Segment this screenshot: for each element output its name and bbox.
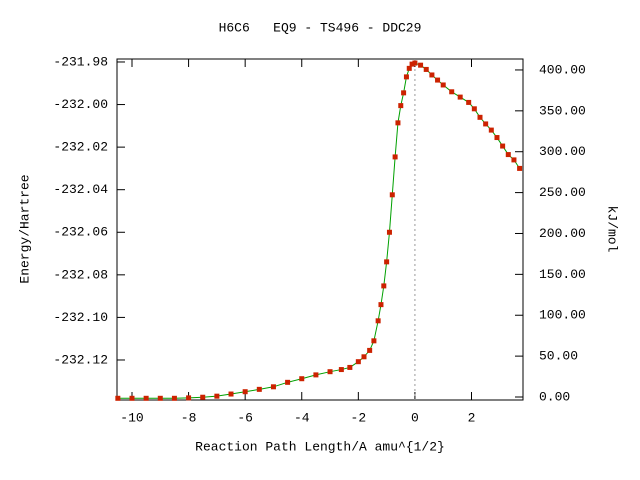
x-tick-label: -4: [294, 410, 310, 425]
y-tick-label: -232.10: [53, 310, 108, 325]
point: [129, 395, 135, 401]
point: [406, 65, 412, 71]
point: [228, 391, 234, 397]
point: [378, 302, 384, 308]
point: [401, 90, 407, 96]
point: [115, 395, 121, 401]
y-tick-label: -232.02: [53, 140, 108, 155]
point: [338, 367, 344, 373]
point: [200, 394, 206, 400]
x-tick-label: -6: [237, 410, 253, 425]
point: [171, 395, 177, 401]
y-tick-label: -232.00: [53, 97, 108, 112]
x-tick-label: -10: [120, 410, 143, 425]
point: [361, 354, 367, 360]
point: [384, 259, 390, 265]
chart-title: H6C6 EQ9 - TS496 - DDC29: [219, 20, 422, 35]
y-tick-label: -232.06: [53, 225, 108, 240]
series-line: [117, 62, 521, 399]
point: [505, 152, 511, 158]
point: [285, 379, 291, 385]
point: [412, 60, 418, 66]
point: [398, 103, 404, 109]
x-axis-label: Reaction Path Length/A amu^{1/2}: [195, 439, 445, 454]
point: [386, 229, 392, 235]
point: [423, 66, 429, 72]
plot-frame: [116, 58, 524, 401]
y2-axis-label: kJ/mol: [605, 206, 620, 253]
point: [488, 127, 494, 133]
point: [299, 376, 305, 382]
point: [214, 393, 220, 399]
point: [471, 106, 477, 112]
y2-tick-label: 300.00: [539, 144, 586, 159]
point: [157, 395, 163, 401]
y2-tick-label: 400.00: [539, 62, 586, 77]
point: [270, 384, 276, 390]
x-tick-label: 0: [411, 410, 419, 425]
point: [466, 99, 472, 105]
y2-tick-label: 0.00: [539, 389, 570, 404]
point: [435, 77, 441, 83]
point: [403, 74, 409, 80]
y2-tick-label: 350.00: [539, 103, 586, 118]
point: [381, 283, 387, 289]
y-tick-label: -232.08: [53, 267, 108, 282]
y-tick-label: -231.98: [53, 54, 108, 69]
y-tick-label: -232.12: [53, 352, 108, 367]
point: [389, 192, 395, 198]
point: [500, 143, 506, 149]
y2-tick-label: 200.00: [539, 226, 586, 241]
x-tick-label: -2: [351, 410, 367, 425]
x-tick-label: 2: [468, 410, 476, 425]
point: [449, 89, 455, 95]
point: [457, 94, 463, 100]
point: [440, 82, 446, 88]
point: [511, 157, 517, 163]
point: [367, 347, 373, 353]
point: [494, 135, 500, 141]
point: [242, 389, 248, 395]
point: [483, 121, 489, 127]
point: [517, 165, 523, 171]
point: [186, 395, 192, 401]
y2-tick-label: 50.00: [539, 349, 578, 364]
point: [429, 72, 435, 78]
point: [327, 369, 333, 375]
point: [313, 372, 319, 378]
point: [347, 364, 353, 370]
y-tick-label: -232.04: [53, 182, 108, 197]
point: [143, 395, 149, 401]
point: [256, 386, 262, 392]
point: [355, 359, 361, 365]
y-axis-label: Energy/Hartree: [17, 174, 32, 283]
point: [375, 318, 381, 324]
point: [409, 61, 415, 67]
y2-tick-label: 150.00: [539, 267, 586, 282]
point: [371, 338, 377, 344]
point: [395, 120, 401, 126]
y2-tick-label: 250.00: [539, 185, 586, 200]
point: [477, 114, 483, 120]
y2-tick-label: 100.00: [539, 308, 586, 323]
point: [418, 62, 424, 68]
x-tick-label: -8: [181, 410, 197, 425]
point: [392, 154, 398, 160]
